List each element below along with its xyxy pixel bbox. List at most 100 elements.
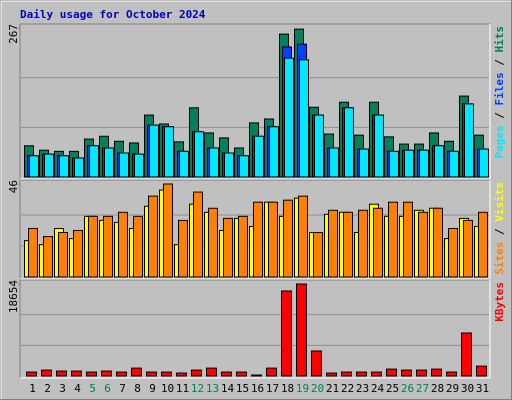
bar — [74, 157, 84, 178]
x-tick-label: 22 — [341, 382, 354, 395]
x-tick-label: 12 — [191, 382, 204, 395]
bar — [298, 195, 308, 278]
bar — [134, 153, 144, 178]
bar — [313, 232, 323, 278]
bar — [176, 372, 187, 377]
legend: Sites / Visits — [493, 182, 506, 275]
x-tick-label: 18 — [281, 382, 294, 395]
bar — [131, 367, 142, 377]
x-tick-label: 13 — [206, 382, 219, 395]
bar — [344, 107, 354, 178]
bar — [164, 126, 174, 178]
bar — [356, 371, 367, 377]
bar — [88, 215, 98, 278]
bar — [419, 149, 429, 178]
legend-entry: KBytes — [493, 282, 506, 322]
bar — [44, 153, 54, 178]
bar — [161, 371, 172, 377]
bar — [41, 369, 52, 377]
bar — [194, 131, 204, 178]
bar — [268, 201, 278, 278]
bar — [373, 207, 383, 278]
bar — [359, 148, 369, 178]
x-tick-label: 26 — [401, 382, 414, 395]
bar — [431, 368, 442, 377]
bar — [238, 215, 248, 278]
x-tick-label: 1 — [29, 382, 36, 395]
panel-light — [20, 24, 491, 180]
bar — [148, 195, 158, 278]
bar — [146, 371, 157, 377]
x-tick-label: 19 — [296, 382, 309, 395]
bar — [296, 283, 307, 377]
bar — [463, 219, 473, 278]
bar — [418, 211, 428, 278]
bar — [433, 207, 443, 278]
bar — [236, 371, 247, 377]
bar — [116, 371, 127, 377]
bar — [311, 350, 322, 377]
legend-entry: Files — [493, 72, 506, 105]
bar — [461, 332, 472, 377]
bar — [374, 114, 384, 178]
bar — [343, 211, 353, 278]
bar — [434, 145, 444, 178]
x-tick-label: 10 — [161, 382, 174, 395]
x-tick-label: 8 — [134, 382, 141, 395]
bar — [299, 59, 309, 178]
x-tick-label: 9 — [149, 382, 156, 395]
legend: KBytes — [493, 282, 506, 322]
bar — [269, 126, 279, 178]
panel-shadow — [19, 179, 490, 279]
bar — [478, 211, 488, 278]
x-tick-label: 15 — [236, 382, 249, 395]
bar — [401, 369, 412, 377]
bar — [59, 155, 69, 178]
bar — [178, 219, 188, 278]
bar — [223, 217, 233, 278]
x-tick-label: 5 — [89, 382, 96, 395]
bar — [403, 201, 413, 278]
bar — [386, 368, 397, 377]
bar — [358, 209, 368, 278]
x-tick-label: 21 — [326, 382, 339, 395]
bar — [104, 147, 114, 178]
legend-entry: Hits — [493, 26, 506, 53]
bar — [179, 150, 189, 178]
bar — [221, 371, 232, 377]
bar — [416, 369, 427, 377]
legend-separator: / — [493, 106, 506, 126]
x-tick-label: 31 — [476, 382, 489, 395]
bar — [253, 201, 263, 278]
bar — [329, 147, 339, 178]
panel — [20, 280, 490, 378]
bar — [163, 183, 173, 278]
bar — [341, 371, 352, 377]
bar — [448, 227, 458, 278]
bar — [389, 150, 399, 178]
bar — [149, 124, 159, 178]
x-tick-label: 4 — [74, 382, 81, 395]
bar — [43, 236, 53, 278]
bar — [314, 114, 324, 178]
bar — [103, 215, 113, 278]
legend-separator: / — [493, 53, 506, 73]
x-tick-label: 16 — [251, 382, 264, 395]
x-tick-label: 30 — [461, 382, 474, 395]
x-tick-label: 25 — [386, 382, 399, 395]
bar — [476, 365, 487, 377]
legend: Pages / Files / Hits — [493, 26, 506, 159]
x-tick-label: 29 — [446, 382, 459, 395]
x-tick-label: 14 — [221, 382, 235, 395]
panel-shadow — [19, 23, 490, 179]
panel-light — [20, 180, 491, 280]
x-tick-label: 17 — [266, 382, 279, 395]
bar — [86, 371, 97, 377]
bar — [328, 209, 338, 278]
bar — [251, 374, 262, 377]
panel-shadow — [19, 279, 490, 378]
x-tick-label: 11 — [176, 382, 189, 395]
bar — [446, 371, 457, 377]
